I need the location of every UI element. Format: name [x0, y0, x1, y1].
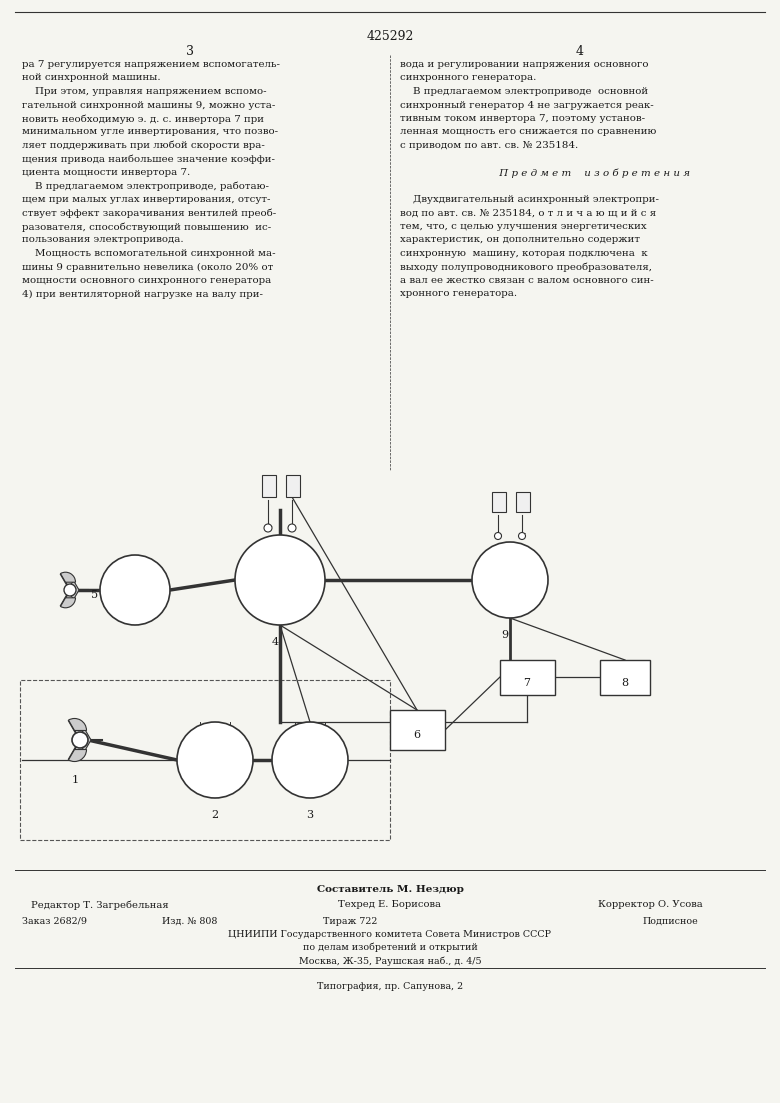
Circle shape — [472, 542, 548, 618]
Text: 9: 9 — [502, 630, 509, 640]
Text: выходу полупроводникового преобразователя,: выходу полупроводникового преобразовател… — [400, 263, 652, 272]
Text: 5: 5 — [91, 590, 98, 600]
Bar — [516, 492, 530, 512]
Text: ной синхронной машины.: ной синхронной машины. — [22, 74, 161, 83]
Text: Подписное: Подписное — [642, 917, 698, 927]
Bar — [262, 475, 276, 497]
Text: Заказ 2682/9: Заказ 2682/9 — [23, 917, 87, 927]
Text: 6: 6 — [413, 730, 420, 740]
Text: 4: 4 — [576, 45, 584, 58]
Text: 4) при вентиляторной нагрузке на валу при-: 4) при вентиляторной нагрузке на валу пр… — [22, 289, 263, 299]
Text: Тираж 722: Тираж 722 — [323, 917, 378, 927]
Text: тивным током инвертора 7, поэтому установ-: тивным током инвертора 7, поэтому устано… — [400, 114, 645, 124]
Text: −: − — [518, 531, 527, 539]
Text: 425292: 425292 — [367, 30, 413, 43]
Bar — [20, 681, 390, 840]
Text: Изд. № 808: Изд. № 808 — [162, 917, 218, 927]
Text: новить необходимую э. д. с. инвертора 7 при: новить необходимую э. д. с. инвертора 7 … — [22, 114, 264, 124]
Text: 8: 8 — [622, 678, 629, 688]
Bar — [500, 660, 555, 695]
Text: синхронную  машину, которая подключена  к: синхронную машину, которая подключена к — [400, 249, 647, 258]
Text: тем, что, с целью улучшения энергетических: тем, что, с целью улучшения энергетическ… — [400, 222, 647, 231]
Bar — [600, 660, 650, 695]
Text: с приводом по авт. св. № 235184.: с приводом по авт. св. № 235184. — [400, 141, 578, 150]
Wedge shape — [61, 572, 76, 582]
Text: 3: 3 — [307, 810, 314, 820]
Text: вод по авт. св. № 235184, о т л и ч а ю щ и й с я: вод по авт. св. № 235184, о т л и ч а ю … — [400, 208, 656, 217]
Text: 4: 4 — [271, 638, 278, 647]
Text: +: + — [264, 522, 273, 532]
Text: щем при малых углах инвертирования, отсут-: щем при малых углах инвертирования, отсу… — [22, 195, 271, 204]
Text: В предлагаемом электроприводе  основной: В предлагаемом электроприводе основной — [400, 87, 648, 96]
Text: Составитель М. Нездюр: Составитель М. Нездюр — [317, 885, 463, 895]
Text: Москва, Ж-35, Раушская наб., д. 4/5: Москва, Ж-35, Раушская наб., д. 4/5 — [299, 956, 481, 965]
Circle shape — [495, 533, 502, 539]
Wedge shape — [79, 729, 91, 750]
Text: гательной синхронной машины 9, можно уста-: гательной синхронной машины 9, можно уст… — [22, 100, 275, 109]
Text: циента мощности инвертора 7.: циента мощности инвертора 7. — [22, 168, 190, 176]
Text: по делам изобретений и открытий: по делам изобретений и открытий — [303, 943, 477, 953]
Text: В предлагаемом электроприводе, работаю-: В предлагаемом электроприводе, работаю- — [22, 182, 269, 191]
Text: Редактор Т. Загребельная: Редактор Т. Загребельная — [31, 900, 168, 910]
Text: разователя, способствующий повышению  ис-: разователя, способствующий повышению ис- — [22, 222, 271, 232]
Circle shape — [235, 535, 325, 625]
Text: ляет поддерживать при любой скорости вра-: ляет поддерживать при любой скорости вра… — [22, 141, 265, 150]
Text: ра 7 регулируется напряжением вспомогатель-: ра 7 регулируется напряжением вспомогате… — [22, 60, 280, 69]
Bar — [286, 475, 300, 497]
Text: вода и регулировании напряжения основного: вода и регулировании напряжения основног… — [400, 60, 648, 69]
Circle shape — [519, 533, 526, 539]
Text: Типография, пр. Сапунова, 2: Типография, пр. Сапунова, 2 — [317, 982, 463, 990]
Text: шины 9 сравнительно невелика (около 20% от: шины 9 сравнительно невелика (около 20% … — [22, 263, 273, 271]
Text: Техред Е. Борисова: Техред Е. Борисова — [339, 900, 441, 909]
Text: Двухдвигательный асинхронный электропри-: Двухдвигательный асинхронный электропри- — [400, 195, 659, 204]
Text: мощности основного синхронного генератора: мощности основного синхронного генератор… — [22, 276, 271, 285]
Text: ствует эффект закорачивания вентилей преоб-: ствует эффект закорачивания вентилей пре… — [22, 208, 276, 218]
Text: 7: 7 — [523, 678, 530, 688]
Text: При этом, управляя напряжением вспомо-: При этом, управляя напряжением вспомо- — [22, 87, 267, 96]
Text: пользования электропривода.: пользования электропривода. — [22, 236, 183, 245]
Text: синхронного генератора.: синхронного генератора. — [400, 74, 537, 83]
Text: 3: 3 — [186, 45, 194, 58]
Wedge shape — [69, 581, 79, 599]
Text: Мощность вспомогательной синхронной ма-: Мощность вспомогательной синхронной ма- — [22, 249, 275, 258]
Wedge shape — [69, 718, 87, 730]
Text: характеристик, он дополнительно содержит: характеристик, он дополнительно содержит — [400, 236, 640, 245]
Wedge shape — [61, 598, 76, 608]
Wedge shape — [69, 750, 87, 761]
Circle shape — [72, 732, 88, 748]
Text: 1: 1 — [72, 775, 79, 785]
Text: щения привода наибольшее значение коэффи-: щения привода наибольшее значение коэффи… — [22, 154, 275, 164]
Text: +: + — [494, 531, 502, 539]
Text: 2: 2 — [211, 810, 218, 820]
Text: П р е д м е т    и з о б р е т е н и я: П р е д м е т и з о б р е т е н и я — [470, 168, 690, 178]
Text: −: − — [287, 522, 296, 532]
Text: синхронный генератор 4 не загружается реак-: синхронный генератор 4 не загружается ре… — [400, 100, 654, 109]
Circle shape — [272, 722, 348, 797]
Text: минимальном угле инвертирования, что позво-: минимальном угле инвертирования, что поз… — [22, 128, 278, 137]
Text: ленная мощность его снижается по сравнению: ленная мощность его снижается по сравнен… — [400, 128, 657, 137]
Text: а вал ее жестко связан с валом основного син-: а вал ее жестко связан с валом основного… — [400, 276, 654, 285]
Circle shape — [264, 524, 272, 532]
Circle shape — [177, 722, 253, 797]
Text: Корректор О. Усова: Корректор О. Усова — [597, 900, 702, 909]
Circle shape — [100, 555, 170, 625]
Circle shape — [64, 583, 76, 596]
Text: хронного генератора.: хронного генератора. — [400, 289, 517, 299]
Circle shape — [288, 524, 296, 532]
Text: ЦНИИПИ Государственного комитета Совета Министров СССР: ЦНИИПИ Государственного комитета Совета … — [229, 930, 551, 939]
Bar — [492, 492, 506, 512]
Bar — [390, 710, 445, 750]
